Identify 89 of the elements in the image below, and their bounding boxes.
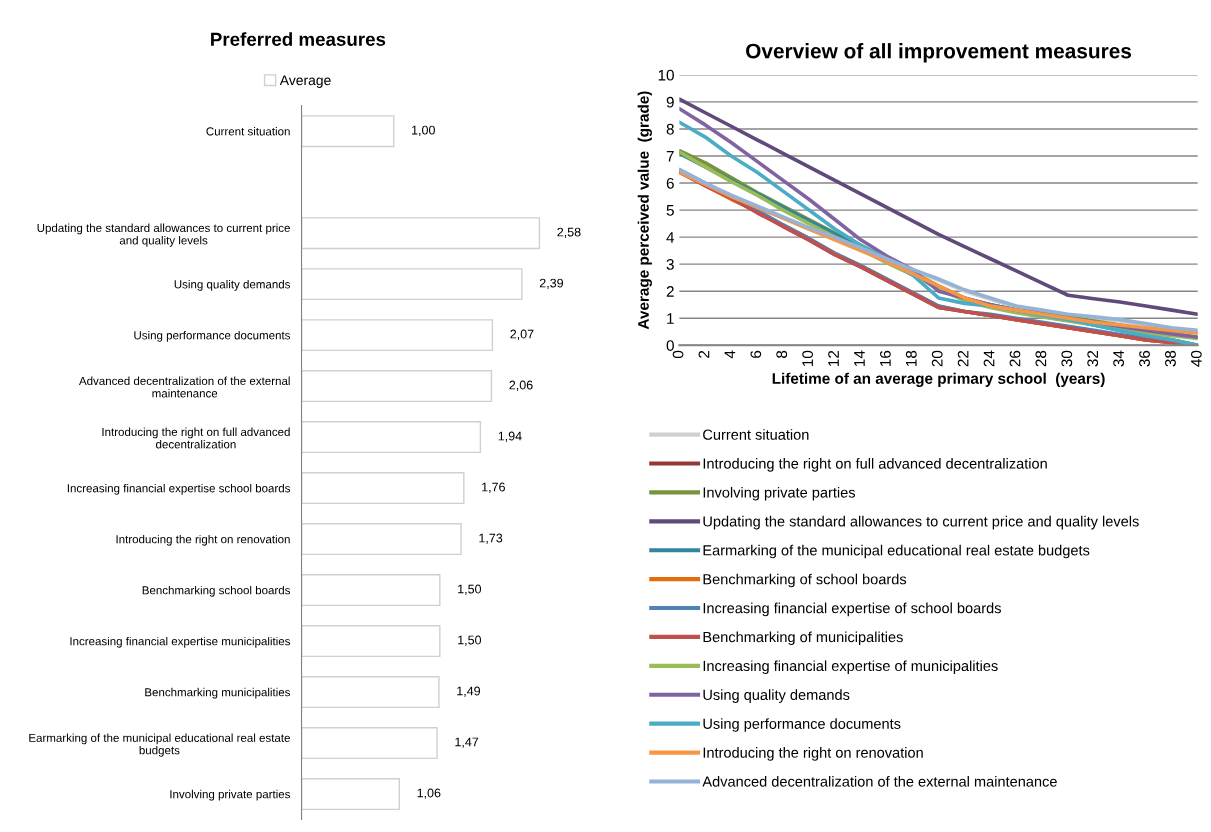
x-tick-label: 40 <box>1190 350 1202 367</box>
y-tick-label: 7 <box>666 151 674 162</box>
data-label: 1,49 <box>457 686 481 697</box>
data-label: 2,07 <box>510 329 534 340</box>
legend-label: Involving private parties <box>703 486 856 501</box>
y-tick-label: 0 <box>666 340 674 351</box>
y-tick-label: Introducing the right on full advanced decentralization <box>102 427 290 449</box>
x-tick-label: 24 <box>983 350 995 367</box>
y-tick-label: 2 <box>666 286 674 297</box>
legend-label: Using quality demands <box>703 689 850 703</box>
y-tick-label: 10 <box>658 69 674 81</box>
y-axis-title: Average perceived value (grade) <box>637 91 652 330</box>
y-tick-label: 6 <box>666 177 674 189</box>
x-tick-label: 4 <box>724 350 736 359</box>
bar <box>301 676 440 709</box>
x-tick-label: 38 <box>1165 350 1176 367</box>
x-tick-label: 32 <box>1087 350 1099 367</box>
data-label: 1,94 <box>498 431 522 442</box>
data-label: 1,00 <box>412 125 435 136</box>
legend-label: Current situation <box>703 429 809 440</box>
y-tick-label: Benchmarking school boards <box>142 585 291 597</box>
y-tick-label: Introducing the right on renovation <box>116 534 290 546</box>
x-tick-label: 26 <box>1009 350 1021 367</box>
y-tick-label: 8 <box>666 123 674 135</box>
x-tick-label: 20 <box>931 350 943 367</box>
x-tick-label: 30 <box>1061 350 1073 367</box>
x-tick-label: 2 <box>698 350 710 358</box>
bar <box>301 319 494 352</box>
bar <box>301 268 523 301</box>
x-tick-label: 0 <box>672 350 684 359</box>
y-tick-label: Using quality demands <box>174 279 291 291</box>
x-tick-label: 22 <box>957 350 969 367</box>
chart-title: Overview of all improvement measures <box>746 43 1132 63</box>
data-label: 1,47 <box>455 737 479 748</box>
legend-label: Benchmarking of school boards <box>703 573 907 588</box>
legend-label: Earmarking of the municipal educational real estate budgets <box>703 544 1090 559</box>
x-tick-label: 34 <box>1113 350 1125 367</box>
x-tick-label: 36 <box>1139 350 1150 367</box>
bar <box>301 472 465 505</box>
bar <box>301 217 541 250</box>
y-tick-label: Current situation <box>206 126 290 136</box>
y-tick-label: 9 <box>666 96 674 108</box>
chart-title: Preferred measures <box>211 32 386 46</box>
legend-label: Average <box>279 75 331 88</box>
y-tick-label: 4 <box>666 232 675 243</box>
bar <box>301 523 462 556</box>
legend-label: Using performance documents <box>703 718 901 732</box>
data-label: 1,06 <box>417 788 441 799</box>
x-tick-label: 28 <box>1035 350 1047 367</box>
data-label: 2,39 <box>539 278 563 289</box>
y-tick-label: Increasing financial expertise school boards <box>67 483 291 495</box>
bar <box>301 727 438 760</box>
x-tick-label: 12 <box>828 350 839 366</box>
y-tick-label: Involving private parties <box>170 789 291 801</box>
y-tick-label: Earmarking of the municipal educational real estate budgets <box>29 733 290 757</box>
legend-label: Increasing financial expertise of school boards <box>703 602 1001 617</box>
y-tick-label: 3 <box>666 259 674 270</box>
bar <box>301 115 395 148</box>
data-label: 1,76 <box>482 482 505 493</box>
bar <box>301 625 441 658</box>
legend-label: Updating the standard allowances to current price and quality levels <box>703 515 1139 530</box>
data-label: 1,73 <box>479 533 503 544</box>
x-tick-label: 8 <box>776 350 788 358</box>
legend-label: Advanced decentralization of the external maintenance <box>702 776 1057 787</box>
data-label: 1,50 <box>458 635 482 646</box>
y-tick-label: Benchmarking municipalities <box>145 687 291 699</box>
x-tick-label: 16 <box>879 350 891 366</box>
y-tick-label: Increasing financial expertise municipalities <box>70 636 291 648</box>
bar <box>301 370 493 403</box>
legend-label: Introducing the right on renovation <box>703 747 923 761</box>
legend-label: Increasing financial expertise of municipalities <box>703 660 998 674</box>
y-tick-label: Updating the standard allowances to current price and quality levels <box>37 223 290 247</box>
legend-label: Benchmarking of municipalities <box>703 631 903 646</box>
data-label: 2,58 <box>557 227 581 238</box>
y-tick-label: 5 <box>666 205 674 216</box>
legend-label: Introducing the right on full advanced decentralization <box>703 458 1047 472</box>
bar <box>301 778 400 811</box>
x-tick-label: 6 <box>750 350 762 358</box>
data-label: 2,06 <box>509 380 533 391</box>
y-tick-label: 1 <box>667 313 674 324</box>
x-tick-label: 14 <box>854 350 865 366</box>
bar <box>301 574 441 607</box>
x-axis-title: Lifetime of an average primary school (years) <box>772 372 1105 387</box>
y-tick-label: Using performance documents <box>134 330 291 342</box>
data-label: 1,50 <box>458 584 482 595</box>
x-tick-label: 18 <box>905 350 917 366</box>
bar <box>301 421 482 454</box>
y-tick-label: Advanced decentralization of the external maintenance <box>78 376 290 398</box>
x-tick-label: 10 <box>802 350 814 366</box>
